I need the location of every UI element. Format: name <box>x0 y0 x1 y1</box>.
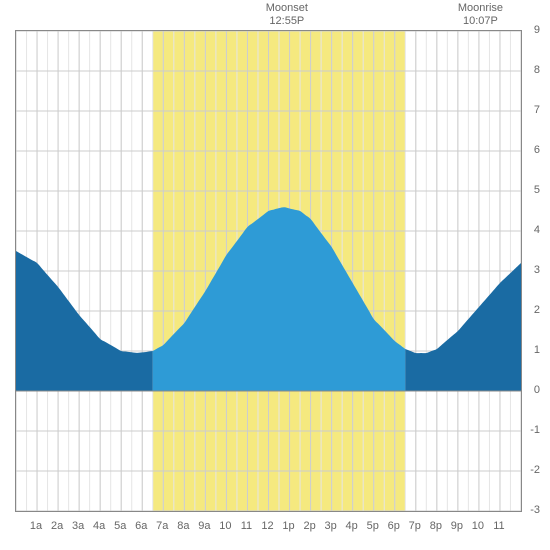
y-tick: 4 <box>534 224 540 236</box>
x-tick: 5a <box>114 520 126 532</box>
y-tick: 1 <box>534 344 540 356</box>
y-tick: -1 <box>530 424 540 436</box>
x-tick: 3p <box>325 520 337 532</box>
x-tick: 11 <box>241 520 252 532</box>
x-tick: 6a <box>135 520 147 532</box>
moon-event-label: Moonrise10:07P <box>450 2 510 28</box>
x-tick: 8a <box>177 520 189 532</box>
tide-area-night <box>405 263 521 391</box>
y-tick: -3 <box>530 504 540 516</box>
plot-svg <box>16 31 521 511</box>
tide-area-pre-dawn <box>16 251 153 391</box>
y-tick: 6 <box>534 144 540 156</box>
moon-event-title: Moonrise <box>458 2 503 14</box>
y-tick: 7 <box>534 104 540 116</box>
x-tick: 2p <box>303 520 315 532</box>
x-axis: 1a 2a 3a 4a 5a 6a 7a 8a 9a 10 11 12 1p 2p 3p 4p 5p 6p 7p 8p… <box>15 520 520 540</box>
x-tick: 10 <box>472 520 484 532</box>
x-tick: 1p <box>282 520 294 532</box>
x-tick: 5p <box>367 520 379 532</box>
x-tick: 4p <box>346 520 358 532</box>
x-tick: 7a <box>156 520 168 532</box>
x-tick: 3a <box>72 520 84 532</box>
x-tick: 12 <box>261 520 273 532</box>
x-tick: 9p <box>451 520 463 532</box>
y-axis: -3-2-10123456789 <box>520 30 540 510</box>
x-tick: 9a <box>198 520 210 532</box>
moon-event-time: 10:07P <box>463 15 498 27</box>
moon-event-time: 12:55P <box>269 15 304 27</box>
y-tick: 9 <box>534 24 540 36</box>
x-tick: 8p <box>430 520 442 532</box>
x-tick: 11 <box>493 520 504 532</box>
y-tick: 0 <box>534 384 540 396</box>
x-tick: 10 <box>219 520 231 532</box>
x-tick: 7p <box>409 520 421 532</box>
top-labels: Moonset12:55P Moonrise10:07P <box>0 0 550 30</box>
y-tick: 2 <box>534 304 540 316</box>
moon-event-title: Moonset <box>266 2 308 14</box>
x-tick: 2a <box>51 520 63 532</box>
x-tick: 6p <box>388 520 400 532</box>
x-tick: 1a <box>30 520 42 532</box>
moon-event-label: Moonset12:55P <box>257 2 317 28</box>
x-tick: 4a <box>93 520 105 532</box>
plot-area <box>15 30 522 512</box>
y-tick: 3 <box>534 264 540 276</box>
y-tick: 5 <box>534 184 540 196</box>
tide-chart: Moonset12:55PMoonrise10:07P -3-2-1012345… <box>0 0 550 550</box>
y-tick: -2 <box>530 464 540 476</box>
y-tick: 8 <box>534 64 540 76</box>
